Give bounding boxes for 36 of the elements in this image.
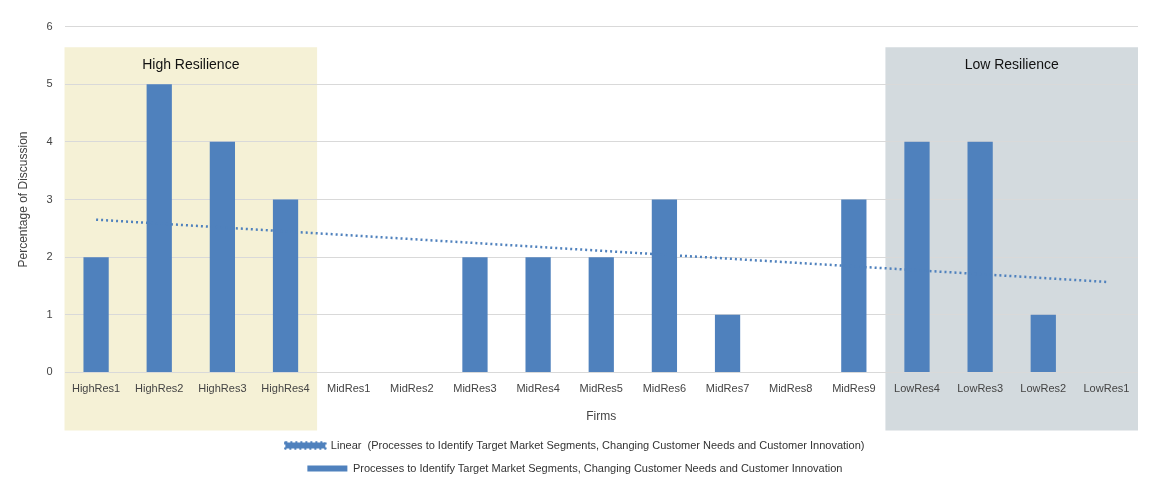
y-tick-label: 1 [46,307,53,320]
x-tick-label: MidRes1 [326,382,371,395]
bar [525,257,551,372]
y-tick-label: 2 [46,250,53,263]
x-tick-label: MidRes7 [705,382,750,395]
legend-label: Processes to Identify Target Market Segments, Changing Customer Needs and Customer Innovation [352,461,843,474]
x-tick-label: HighRes4 [261,382,310,395]
band-label: High Resilience [142,56,240,73]
y-tick-label: 4 [46,134,53,147]
legend-label: Linear (Processes to Identify Target Market Segments, Changing Customer Needs and Customer Innovation) [330,438,865,451]
y-tick-label: 0 [46,365,53,378]
bar [462,257,488,372]
bar [83,257,109,372]
y-tick-label: 6 [46,19,53,32]
x-tick-label: MidRes4 [516,382,560,395]
bar [588,257,614,372]
x-tick-label: MidRes5 [579,382,623,395]
x-tick-label: HighRes1 [71,382,121,395]
x-tick-label: LowRes4 [894,382,940,395]
y-axis-title: Percentage of Discussion [15,131,30,268]
x-tick-label: MidRes2 [390,382,434,395]
x-tick-label: HighRes2 [135,382,184,395]
x-tick-label: LowRes1 [1083,382,1130,395]
y-tick-label: 3 [46,192,53,205]
x-tick-label: MidRes3 [453,382,497,395]
x-axis-title: Firms [586,409,617,424]
x-tick-label: LowRes2 [1020,382,1067,395]
x-tick-label: MidRes8 [768,382,813,395]
bar [714,314,741,372]
x-tick-label: LowRes3 [957,382,1004,395]
x-tick-label: MidRes9 [832,382,876,395]
bar [1030,314,1056,372]
x-tick-label: HighRes3 [198,382,247,395]
y-tick-label: 5 [46,77,53,90]
band-label: Low Resilience [964,56,1059,73]
x-tick-label: MidRes6 [642,382,687,395]
